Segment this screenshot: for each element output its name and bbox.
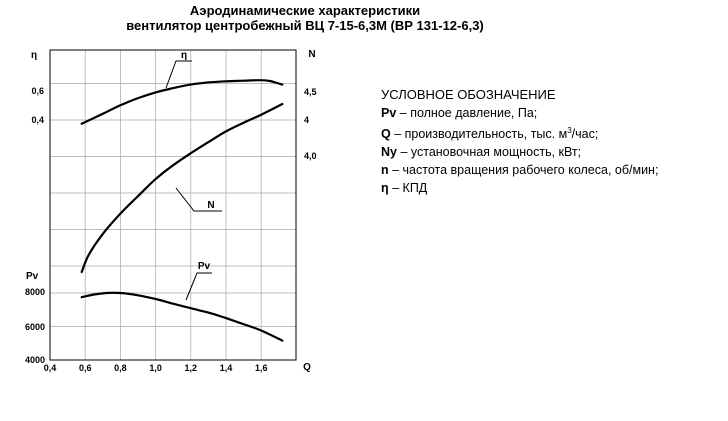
- pressure-curve-label: Pv: [198, 261, 211, 272]
- legend-description: – производительность, тыс. м: [390, 127, 568, 142]
- eta-leader-line: [165, 60, 192, 89]
- legend-items: Pv – полное давление, Па; Q – производите…: [381, 104, 658, 197]
- pressure-leader-line: [185, 272, 212, 301]
- chart-grid: [50, 50, 296, 360]
- legend-symbol: Ny: [381, 145, 397, 160]
- chart-labels: 0,4 0,6 0,8 1,0 1,2 1,4 1,6 Qη 0,6 0,4 N 4,5 4 4,0 Pv 8…: [25, 49, 317, 373]
- chart-title: Аэродинамические характеристики: [189, 3, 421, 18]
- x-tick-label: 1,2: [185, 363, 198, 373]
- n-axis-label: N: [308, 49, 315, 60]
- eta-curve-label: η: [181, 50, 187, 61]
- x-tick-label: 0,4: [44, 363, 57, 373]
- legend-heading: УСЛОВНОЕ ОБОЗНАЧЕНИЕ: [381, 87, 556, 102]
- x-tick-label: 0,8: [114, 363, 127, 373]
- legend-item: n – частота вращения рабочего колеса, об…: [381, 161, 658, 179]
- legend: УСЛОВНОЕ ОБОЗНАЧЕНИЕ Pv – полное давлени…: [381, 86, 658, 197]
- legend-superscript: 3: [567, 126, 572, 135]
- legend-item: Ny – установочная мощность, кВт;: [381, 143, 658, 161]
- legend-description: – КПД: [388, 181, 428, 196]
- eta-axis-label: η: [31, 50, 37, 61]
- chart-curves: [80, 79, 284, 342]
- n-tick-label: 4,0: [304, 151, 317, 161]
- n-tick-label: 4: [304, 115, 309, 125]
- legend-item: Q – производительность, тыс. м3/час;: [381, 122, 658, 143]
- legend-symbol: η: [381, 181, 389, 196]
- x-tick-label: 1,4: [220, 363, 233, 373]
- pressure-curve: [80, 291, 284, 342]
- pv-tick-label: 6000: [25, 322, 45, 332]
- n-tick-label: 4,5: [304, 87, 317, 97]
- eta-curve: [80, 79, 284, 125]
- legend-description: – частота вращения рабочего колеса, об/м…: [388, 163, 659, 178]
- power-curve-label: N: [207, 200, 214, 211]
- pv-tick-label: 8000: [25, 287, 45, 297]
- power-curve: [80, 102, 284, 274]
- chart-frame: [49, 49, 297, 361]
- plot-border: [49, 49, 297, 361]
- eta-tick-label: 0,6: [31, 86, 44, 96]
- pv-tick-label: 4000: [25, 355, 45, 365]
- power-leader-line: [175, 187, 222, 212]
- legend-description: – полное давление, Па;: [396, 106, 538, 120]
- pv-axis-label: Pv: [26, 271, 39, 282]
- legend-description: – установочная мощность, кВт;: [396, 145, 582, 160]
- x-tick-label: 0,6: [79, 363, 92, 373]
- legend-item: η – КПД: [381, 179, 658, 197]
- x-tick-label: 1,6: [255, 363, 268, 373]
- eta-tick-label: 0,4: [31, 115, 44, 125]
- legend-item: Pv – полное давление, Па;: [381, 104, 658, 122]
- legend-tail: /час;: [571, 127, 599, 142]
- legend-symbol: Q: [381, 127, 391, 142]
- legend-symbol: n: [381, 163, 389, 178]
- x-axis-label: Q: [303, 362, 311, 373]
- chart-subtitle: вентилятор центробежный ВЦ 7-15-6,3М (ВР…: [126, 18, 484, 33]
- legend-symbol: Pv: [381, 106, 397, 120]
- x-tick-label: 1,0: [149, 363, 162, 373]
